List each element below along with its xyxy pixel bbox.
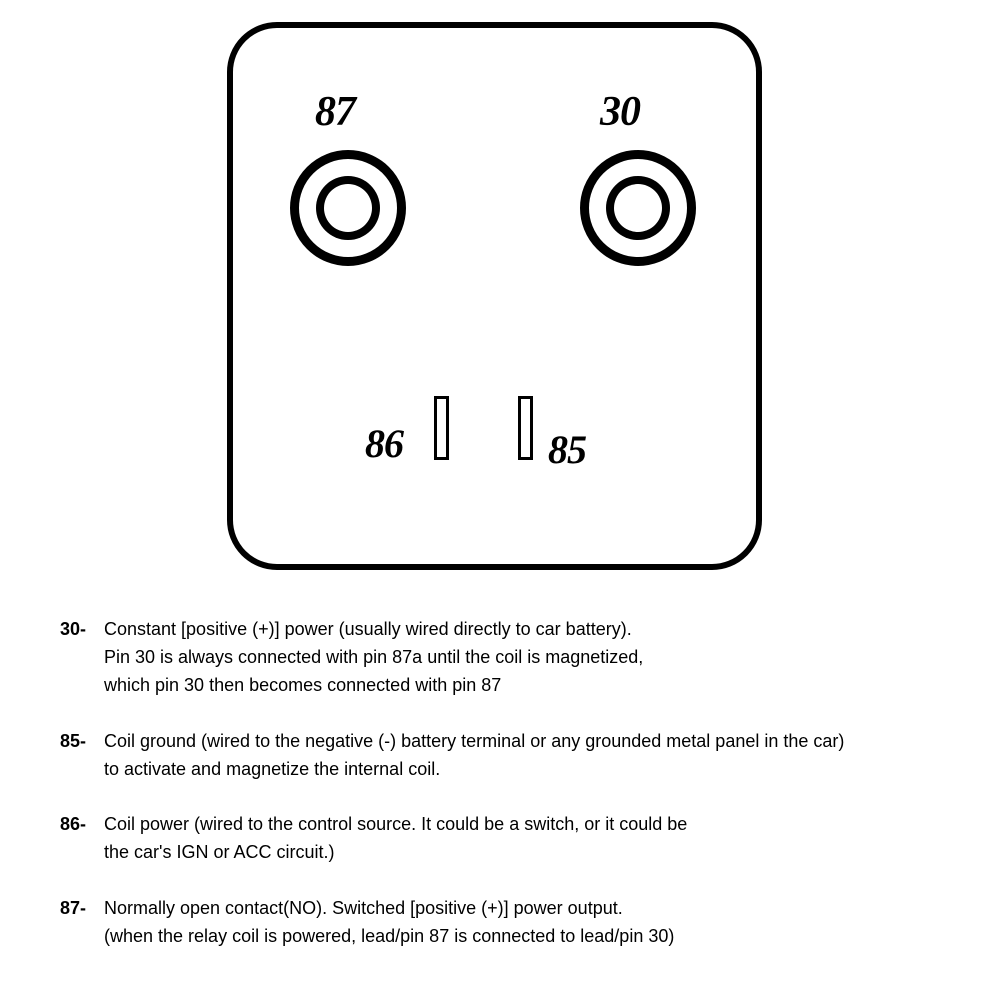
pin-87-terminal-center — [324, 184, 372, 232]
desc-row-85: 85- Coil ground (wired to the negative (… — [60, 728, 960, 784]
pin-30-terminal-center — [614, 184, 662, 232]
desc-text-86: Coil power (wired to the control source.… — [104, 811, 687, 867]
pin-86-label: 86 — [365, 420, 403, 467]
pin-87-label: 87 — [315, 88, 355, 136]
desc-key-85: 85- — [60, 728, 104, 784]
desc-text-30: Constant [positive (+)] power (usually w… — [104, 616, 643, 700]
desc-text-85: Coil ground (wired to the negative (-) b… — [104, 728, 844, 784]
pin-86-blade — [434, 396, 449, 460]
pin-30-terminal-inner — [606, 176, 670, 240]
desc-row-87: 87- Normally open contact(NO). Switched … — [60, 895, 960, 951]
pin-30-label: 30 — [600, 88, 640, 136]
pin-30-terminal — [580, 150, 696, 266]
desc-text-87: Normally open contact(NO). Switched [pos… — [104, 895, 674, 951]
pin-85-blade — [518, 396, 533, 460]
desc-key-86: 86- — [60, 811, 104, 867]
desc-row-30: 30- Constant [positive (+)] power (usual… — [60, 616, 960, 700]
desc-row-86: 86- Coil power (wired to the control sou… — [60, 811, 960, 867]
pin-descriptions: 30- Constant [positive (+)] power (usual… — [60, 616, 960, 979]
relay-outline — [227, 22, 762, 570]
desc-key-30: 30- — [60, 616, 104, 700]
pin-87-terminal-inner — [316, 176, 380, 240]
pin-85-label: 85 — [548, 426, 586, 473]
pin-87-terminal — [290, 150, 406, 266]
desc-key-87: 87- — [60, 895, 104, 951]
